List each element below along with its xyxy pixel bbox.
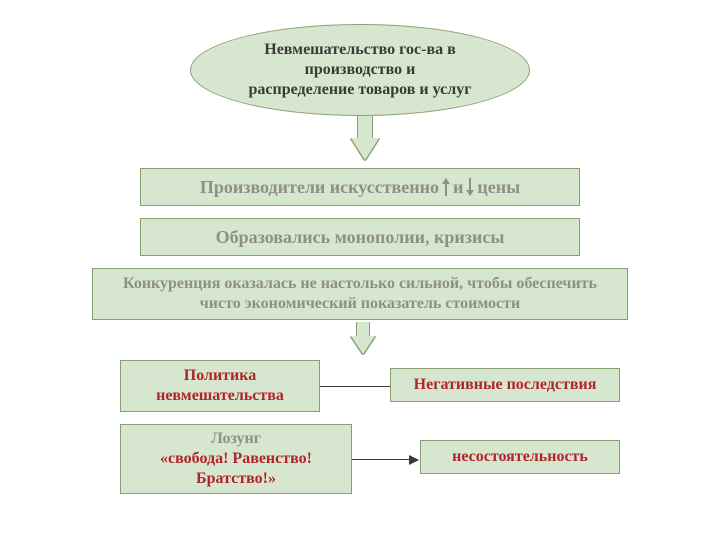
box-monopolies: Образовались монополии, кризисы bbox=[140, 218, 580, 256]
arrow-2 bbox=[351, 322, 375, 354]
box-competition: Конкуренция оказалась не настолько сильн… bbox=[92, 268, 628, 320]
ellipse-line1: Невмешательство гос-ва в bbox=[264, 41, 455, 58]
b1-post: цены bbox=[477, 176, 520, 199]
ellipse-line3: распределение товаров и услуг bbox=[249, 81, 472, 98]
box-policy: Политика невмешательства bbox=[120, 360, 320, 412]
arrow-1 bbox=[351, 116, 379, 160]
b5-text: Негативные последствия bbox=[414, 375, 597, 395]
box-negative: Негативные последствия bbox=[390, 368, 620, 402]
box-insolvency: несостоятельность bbox=[420, 440, 620, 474]
b2-text: Образовались монополии, кризисы bbox=[216, 226, 505, 249]
b3-line2: чисто экономический показатель стоимости bbox=[200, 295, 520, 312]
b3-line1: Конкуренция оказалась не настолько сильн… bbox=[123, 275, 597, 292]
down-arrow-icon bbox=[465, 178, 475, 196]
connector-arrow bbox=[352, 459, 418, 460]
b1-mid: и bbox=[453, 176, 463, 199]
b6-line3: Братство!» bbox=[196, 470, 276, 487]
connector-line bbox=[320, 386, 390, 387]
b6-line2: «свобода! Равенство! bbox=[160, 450, 312, 467]
b4-line2: невмешательства bbox=[156, 387, 284, 404]
ellipse-line2: производство и bbox=[305, 61, 416, 78]
b7-text: несостоятельность bbox=[452, 447, 588, 467]
box-producers: Производители искусственно и цены bbox=[140, 168, 580, 206]
b1-pre: Производители искусственно bbox=[200, 176, 439, 199]
b4-line1: Политика bbox=[184, 367, 256, 384]
top-ellipse: Невмешательство гос-ва в производство и … bbox=[190, 24, 530, 116]
b6-line1: Лозунг bbox=[211, 430, 261, 447]
box-slogan: Лозунг «свобода! Равенство! Братство!» bbox=[120, 424, 352, 494]
up-arrow-icon bbox=[441, 178, 451, 196]
